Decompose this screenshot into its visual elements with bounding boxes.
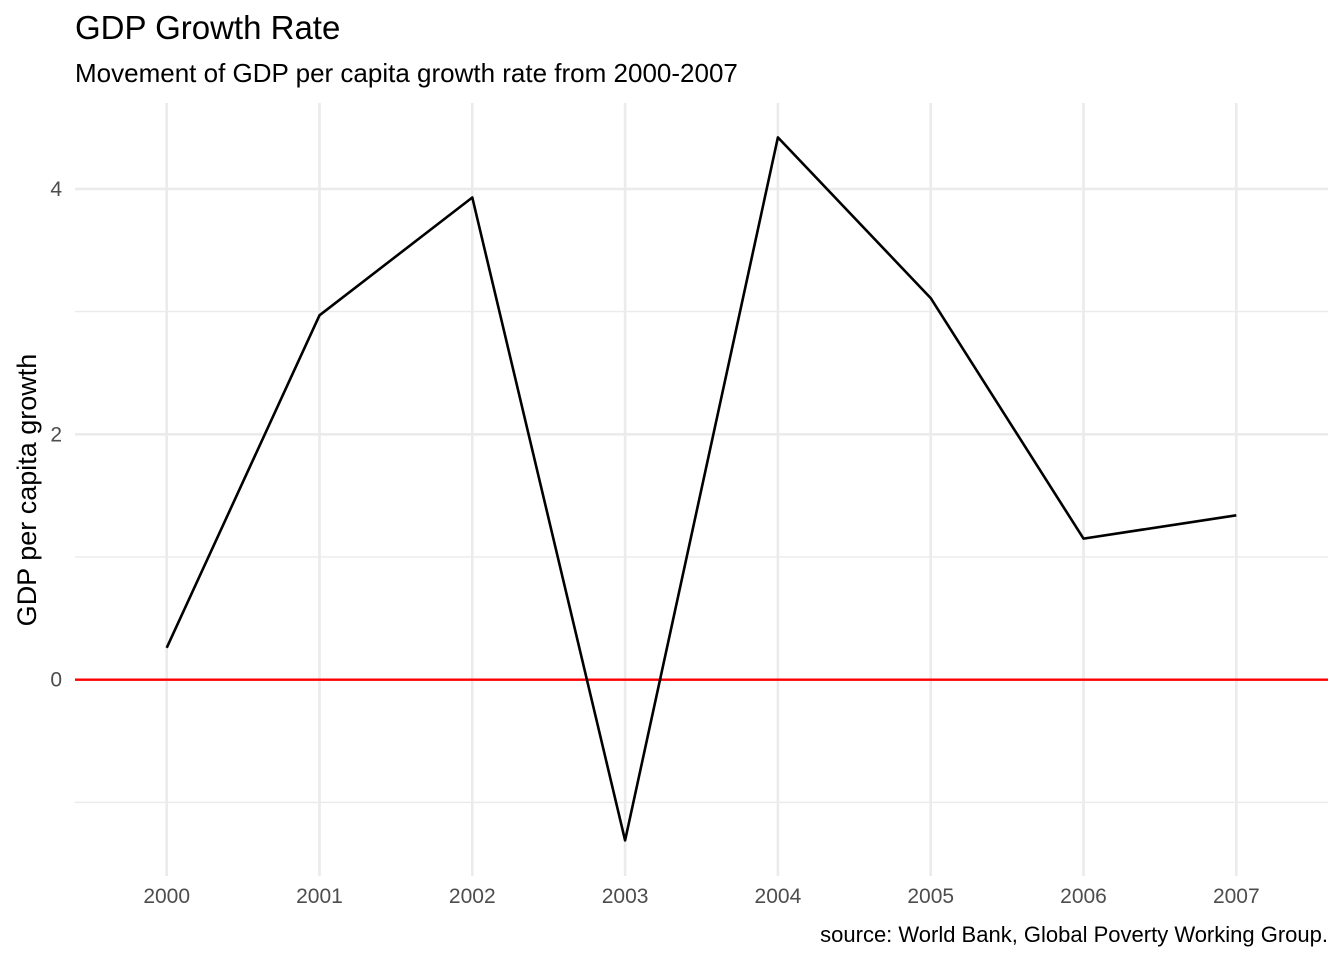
x-tick-label: 2006 — [1060, 885, 1107, 908]
x-tick-label: 2003 — [602, 885, 649, 908]
x-axis-tick-labels: 2000 2001 2002 2003 2004 2005 2006 2007 — [143, 885, 1259, 908]
chart-caption: source: World Bank, Global Poverty Worki… — [820, 922, 1328, 947]
y-tick-label: 2 — [50, 423, 62, 446]
plot-panel — [75, 103, 1328, 876]
major-gridlines-x — [165, 103, 1238, 876]
x-tick-label: 2005 — [907, 885, 954, 908]
y-axis-tick-labels: 0 2 4 — [50, 178, 62, 692]
y-axis-label: GDP per capita growth — [12, 354, 42, 627]
series-layer — [165, 136, 1237, 842]
chart-subtitle: Movement of GDP per capita growth rate f… — [75, 58, 738, 88]
major-gridlines-y — [75, 187, 1328, 681]
x-tick-label: 2000 — [143, 885, 190, 908]
y-tick-label: 4 — [50, 178, 62, 201]
x-tick-label: 2007 — [1213, 885, 1260, 908]
x-tick-label: 2002 — [449, 885, 496, 908]
y-tick-label: 0 — [50, 669, 62, 692]
chart-title: GDP Growth Rate — [75, 9, 340, 46]
minor-gridlines-y — [75, 310, 1328, 804]
x-tick-label: 2004 — [755, 885, 802, 908]
series-line — [165, 136, 1237, 842]
x-tick-label: 2001 — [296, 885, 343, 908]
